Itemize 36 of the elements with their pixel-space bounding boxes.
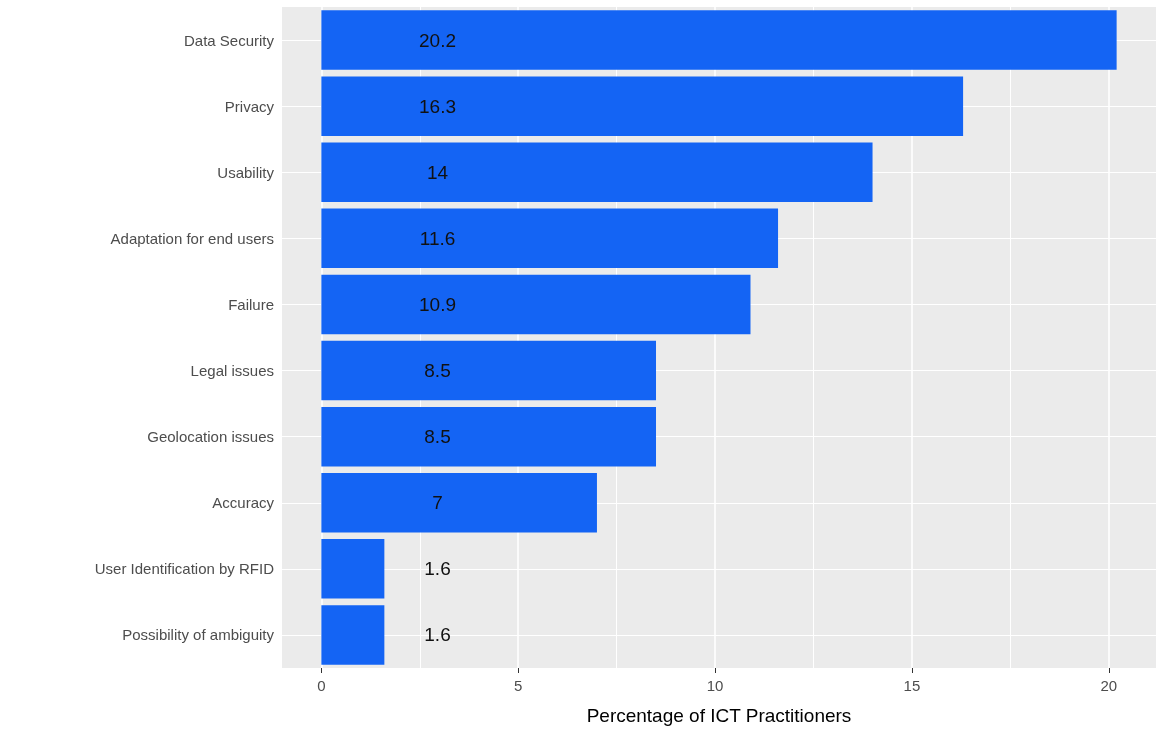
y-tick-label: Adaptation for end users <box>110 229 274 247</box>
data-label: 16.3 <box>419 95 456 117</box>
x-axis-title: Percentage of ICT Practitioners <box>586 705 852 726</box>
data-label: 14 <box>426 161 449 183</box>
bar <box>321 406 657 467</box>
x-tick-label: 0 <box>317 677 326 694</box>
data-label: 11.6 <box>419 227 456 249</box>
data-label: 7 <box>432 492 443 514</box>
bar <box>321 274 751 335</box>
x-tick-label: 10 <box>706 677 724 694</box>
y-tick-label: Geolocation issues <box>147 428 274 446</box>
x-tick-label: 15 <box>903 677 921 694</box>
bar <box>321 76 964 136</box>
y-tick-label: Accuracy <box>212 494 275 512</box>
bar <box>321 473 597 533</box>
x-tick-label: 20 <box>1100 677 1118 694</box>
data-label: 10.9 <box>419 293 456 315</box>
y-tick-label: Possibility of ambiguity <box>122 626 275 644</box>
data-label: 1.6 <box>424 624 451 646</box>
y-tick-label: Legal issues <box>190 362 274 380</box>
x-tick-label: 5 <box>514 677 523 694</box>
bar <box>321 340 657 401</box>
y-tick-label: Failure <box>228 295 274 313</box>
y-tick-label: User Identification by RFID <box>94 560 275 578</box>
data-label: 20.2 <box>419 29 456 51</box>
bar <box>321 539 385 599</box>
y-tick-label: Usability <box>217 163 275 181</box>
data-label: 8.5 <box>424 426 451 448</box>
data-label: 1.6 <box>424 558 451 580</box>
bar <box>321 142 873 202</box>
y-tick-label: Data Security <box>183 31 275 49</box>
y-tick-label: Privacy <box>224 97 275 115</box>
bar <box>321 10 1117 70</box>
bar <box>321 605 385 665</box>
data-label: 8.5 <box>424 360 451 382</box>
bar <box>321 208 779 269</box>
